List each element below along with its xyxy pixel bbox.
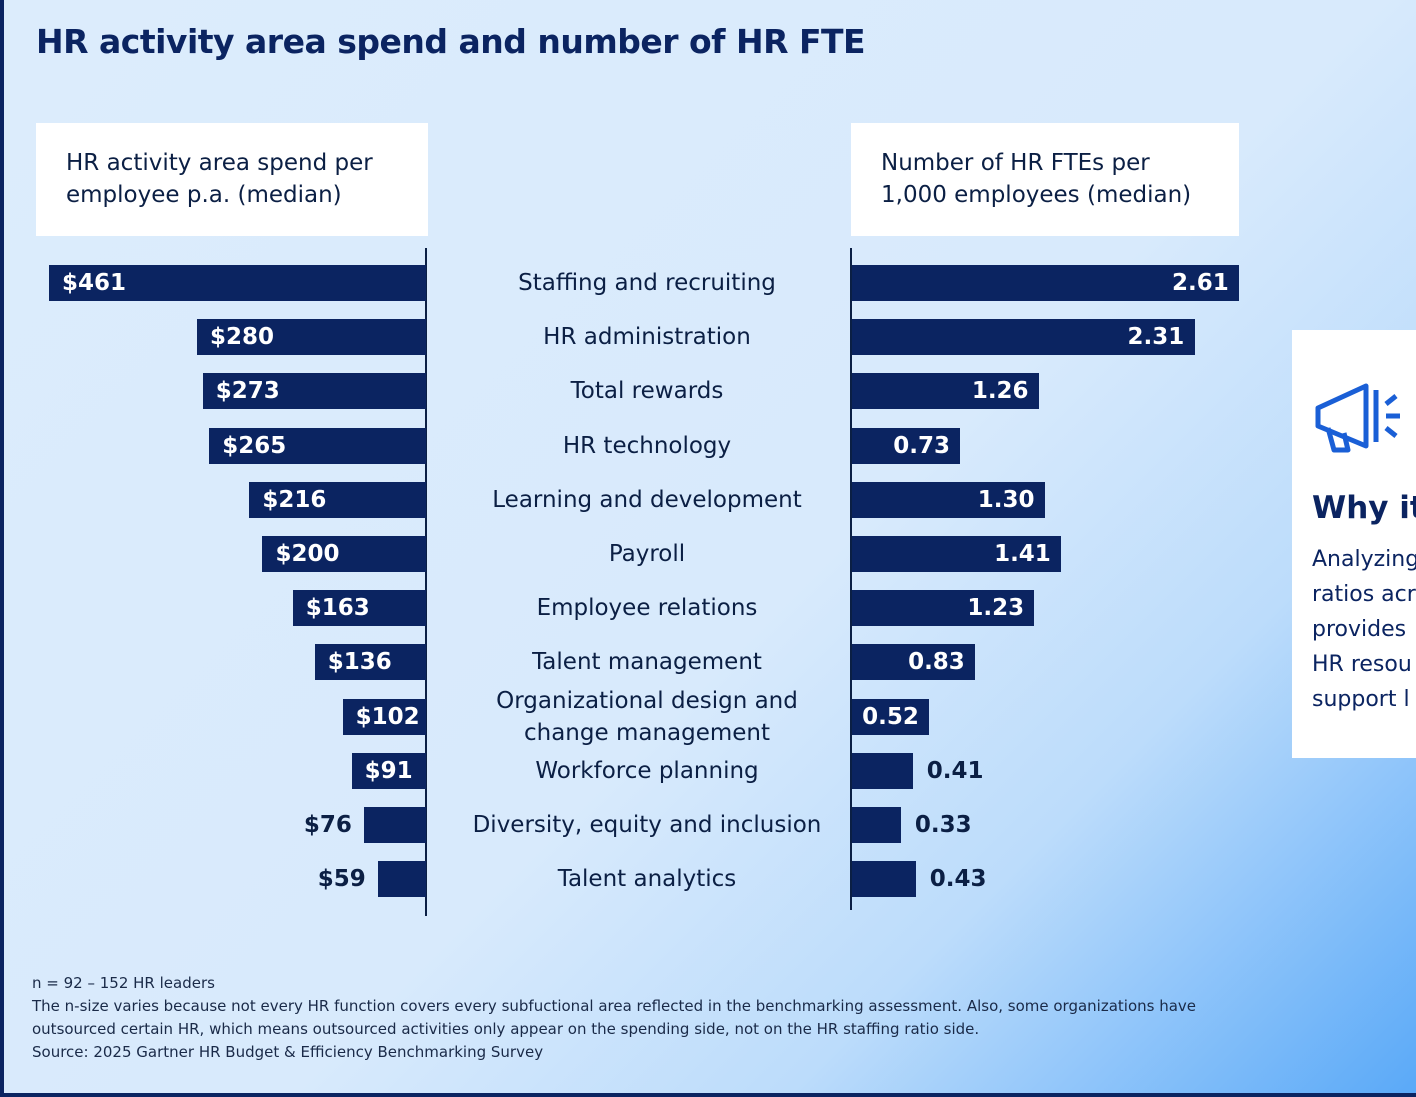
chart-title: HR activity area spend and number of HR … [36, 22, 866, 61]
category-label: Talent analytics [557, 866, 737, 893]
value-label: $163 [305, 595, 370, 622]
category-label: Workforce planning [535, 757, 759, 784]
category-label: Diversity, equity and inclusion [472, 812, 822, 838]
value-label: $200 [275, 541, 340, 567]
bar [852, 536, 1062, 572]
category-label: HR technology [562, 432, 732, 459]
card-line: provides [1312, 617, 1407, 642]
value-label: $76 [303, 812, 352, 838]
bar [852, 644, 976, 681]
value-label: $102 [355, 703, 420, 730]
bar [314, 644, 426, 681]
bar [209, 427, 426, 464]
bar [49, 265, 426, 301]
bar [342, 698, 426, 735]
value-label: 0.52 [862, 703, 919, 730]
card-line: ratios acr [1312, 582, 1416, 607]
value-label: $136 [327, 649, 392, 676]
value-label: 1.41 [994, 541, 1051, 567]
bar [363, 807, 426, 843]
category-label: Total rewards [570, 378, 724, 405]
card-title: Why it [1312, 490, 1416, 526]
value-label: $265 [222, 432, 287, 459]
card-line: Analyzing [1312, 547, 1416, 572]
value-label: $59 [317, 866, 366, 893]
value-label: 2.61 [1172, 270, 1229, 296]
right-axis [850, 248, 852, 910]
bar [852, 481, 1045, 518]
value-label: 1.30 [977, 486, 1035, 513]
category-label: Talent management [532, 649, 762, 676]
left-axis [425, 248, 427, 916]
bar [852, 861, 916, 898]
bar [197, 319, 426, 356]
bar [852, 373, 1039, 410]
category-label: Organizational design and change managem… [496, 687, 798, 746]
bar [351, 752, 426, 789]
bar [852, 427, 961, 464]
bar [852, 265, 1239, 301]
value-label: 2.31 [1127, 324, 1185, 351]
category-label: Staffing and recruiting [518, 270, 776, 296]
category-label: Employee relations [536, 595, 758, 622]
bar [292, 590, 426, 627]
right-panel-title: Number of HR FTEs per 1,000 employees (m… [851, 123, 1239, 236]
footnote: The n-size varies because not every HR f… [32, 997, 1197, 1038]
value-label: $216 [262, 486, 327, 513]
value-label: 0.41 [926, 757, 984, 784]
value-label: $91 [364, 757, 413, 784]
value-label: 0.73 [893, 432, 950, 459]
bar [852, 807, 901, 843]
left-panel-title: HR activity area spend per employee p.a.… [36, 123, 428, 236]
value-label: 1.26 [971, 378, 1029, 405]
megaphone-icon [1315, 383, 1400, 453]
footnote: n = 92 – 152 HR leaders [32, 974, 215, 992]
value-label: 0.83 [908, 649, 965, 676]
footnote: Source: 2025 Gartner HR Budget & Efficie… [32, 1043, 544, 1061]
card-text: Analyzing ratios acr provides HR resou suppo… [1312, 542, 1416, 717]
category-label: HR administration [543, 324, 751, 351]
bar [202, 373, 426, 410]
bar [852, 319, 1195, 356]
value-label: 1.23 [967, 595, 1025, 622]
card-line: HR resou [1312, 652, 1412, 677]
bar [852, 752, 913, 789]
bar [262, 536, 426, 572]
bar [377, 861, 426, 898]
info-card: Why it Analyzing ratios acr provides HR res… [1292, 330, 1416, 758]
value-label: $461 [62, 270, 127, 296]
value-label: $280 [210, 324, 275, 351]
value-label: $273 [215, 378, 280, 405]
category-label: Payroll [608, 541, 686, 567]
bar [249, 481, 426, 518]
bar [852, 590, 1035, 627]
footnotes: n = 92 – 152 HR leaders The n-size varies… [32, 972, 1272, 1064]
card-line: support l [1312, 687, 1410, 712]
bar [852, 698, 930, 735]
value-label: 0.43 [929, 866, 987, 893]
value-label: 0.33 [914, 812, 972, 838]
category-label: Learning and development [492, 486, 802, 513]
